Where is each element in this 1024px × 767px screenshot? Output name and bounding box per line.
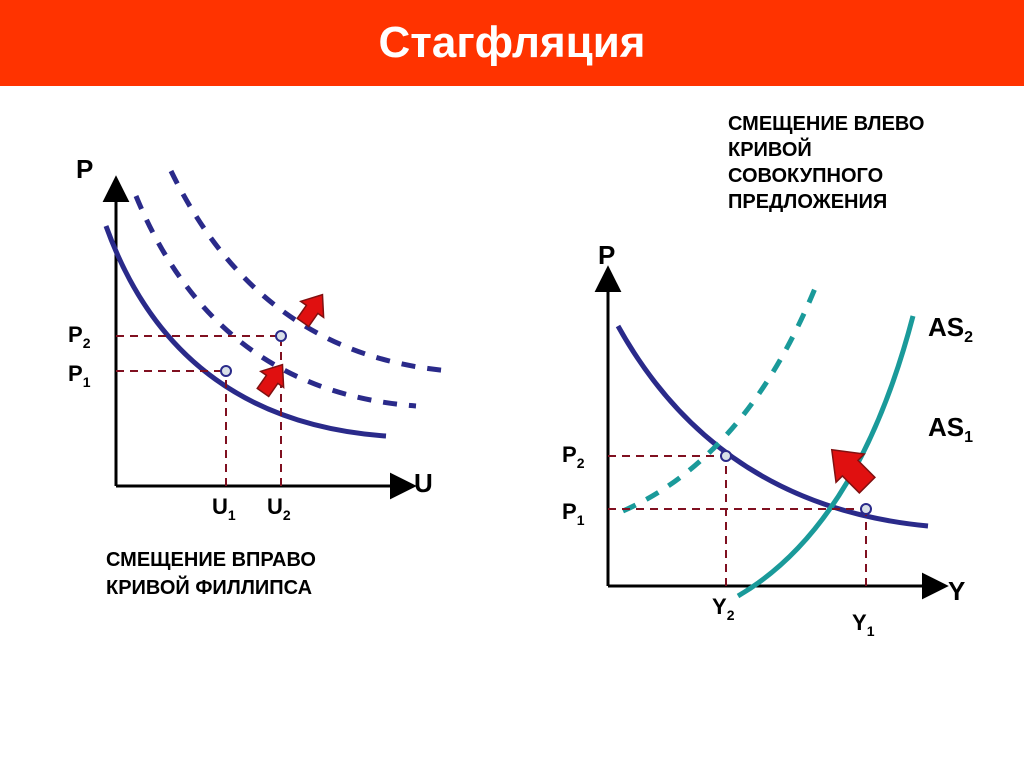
svg-text:СОВОКУПНОГО: СОВОКУПНОГО [728,165,883,187]
header-bar: Стагфляция [0,0,1024,86]
page-title: Стагфляция [0,18,1024,68]
svg-text:P2: P2 [68,322,91,351]
svg-text:СМЕЩЕНИЕ ВЛЕВО: СМЕЩЕНИЕ ВЛЕВО [728,113,924,135]
svg-text:U2: U2 [267,494,291,523]
svg-text:P2: P2 [562,442,585,471]
svg-text:P1: P1 [68,361,91,390]
phillips-svg: P U P2 P1 U1 U2 СМЕЩЕНИЕ ВПРАВО КРИВОЙ ФИЛЛИПСА [26,106,466,666]
charts-row: P U P2 P1 U1 U2 СМЕЩЕНИЕ ВПРАВО КРИВОЙ ФИЛЛИПСА… [0,86,1024,666]
svg-text:КРИВОЙ: КРИВОЙ [728,137,812,161]
as-ad-chart: СМЕЩЕНИЕ ВЛЕВОКРИВОЙ СОВОКУПНОГО ПРЕДЛОЖЕН… [498,106,998,666]
svg-text:Y: Y [948,576,965,606]
svg-text:P1: P1 [562,499,585,528]
svg-text:AS2: AS2 [928,312,973,346]
svg-text:КРИВОЙ ФИЛЛИПСА: КРИВОЙ ФИЛЛИПСА [106,575,312,599]
phillips-chart: P U P2 P1 U1 U2 СМЕЩЕНИЕ ВПРАВО КРИВОЙ ФИЛЛИПСА [26,106,466,666]
svg-text:P: P [598,240,615,270]
svg-text:Y2: Y2 [712,594,735,623]
svg-text:U: U [414,468,433,498]
svg-text:U1: U1 [212,494,236,523]
as-ad-svg: СМЕЩЕНИЕ ВЛЕВОКРИВОЙ СОВОКУПНОГО ПРЕДЛОЖЕН… [498,106,998,666]
svg-text:P: P [76,154,93,184]
svg-text:СМЕЩЕНИЕ ВПРАВО: СМЕЩЕНИЕ ВПРАВО [106,549,316,571]
svg-text:AS1: AS1 [928,412,973,446]
svg-text:Y1: Y1 [852,610,875,639]
svg-text:ПРЕДЛОЖЕНИЯ: ПРЕДЛОЖЕНИЯ [728,191,887,213]
